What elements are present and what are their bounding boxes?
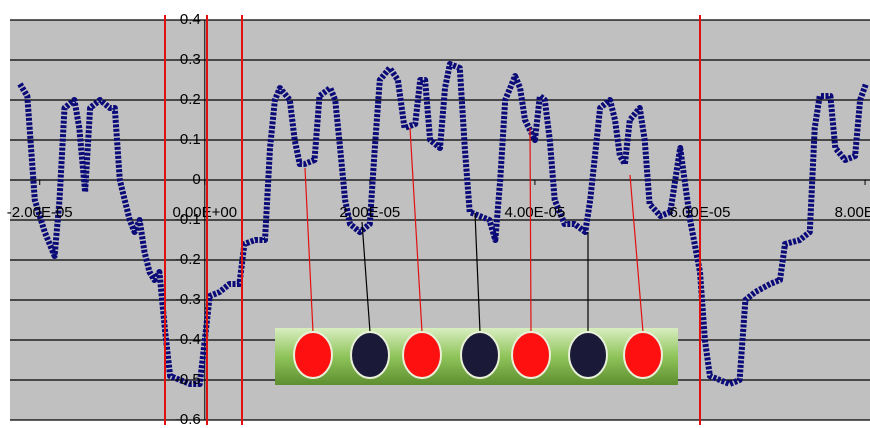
x-tick-label: 2.00E-05 (339, 204, 400, 221)
x-tick-label: 0.00E+00 (172, 204, 237, 221)
x-tick-label: -2.00E-05 (7, 204, 73, 221)
x-tick-label: 4.00E-05 (504, 204, 565, 221)
y-tick-label: 0.1 (180, 131, 201, 148)
y-tick-label: 0.4 (180, 11, 201, 28)
y-tick-label: 0.3 (180, 51, 201, 68)
y-tick-label: 0.2 (180, 91, 201, 108)
chart: 0.40.30.20.10-0.1-0.2-0.3-0.4-0.5-0.6-2.… (0, 0, 870, 428)
y-tick-label: -0.6 (175, 411, 201, 428)
y-tick-label: -0.3 (175, 291, 201, 308)
y-tick-label: -0.2 (175, 251, 201, 268)
y-tick-label: -0.4 (175, 331, 201, 348)
x-tick-label: 8.00E-05 (835, 204, 870, 221)
y-tick-label: 0 (192, 171, 200, 188)
y-tick-label: -0.5 (175, 371, 201, 388)
